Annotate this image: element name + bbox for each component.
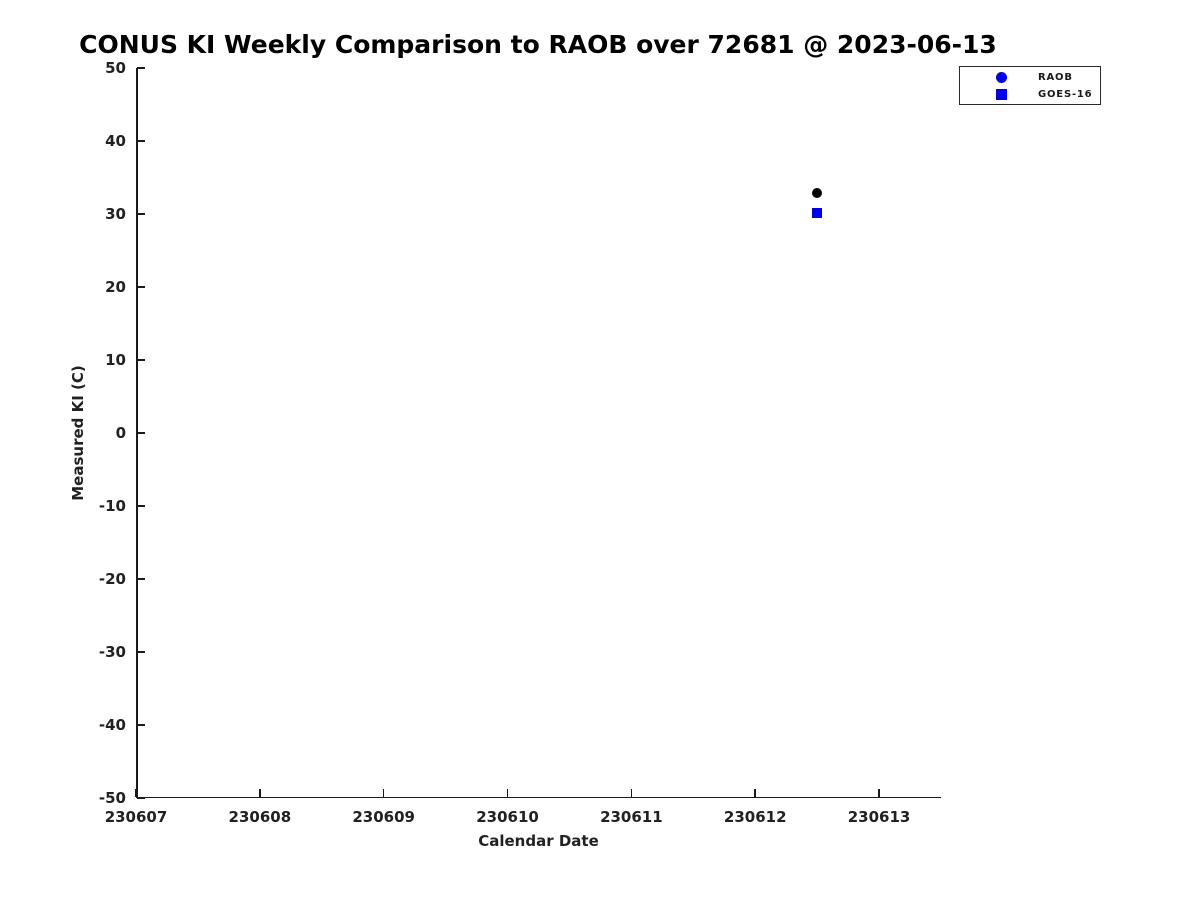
y-tick-mark	[137, 724, 145, 726]
y-tick-label: 20	[105, 278, 126, 296]
y-tick-label: -50	[98, 789, 126, 807]
x-tick-mark	[382, 789, 385, 797]
chart-title: CONUS KI Weekly Comparison to RAOB over …	[79, 30, 997, 59]
legend-label-goes16: GOES-16	[1038, 88, 1093, 100]
raob-data-point	[812, 187, 823, 198]
x-tick-label: 230611	[600, 808, 663, 826]
x-tick-mark	[135, 789, 137, 797]
legend-row-goes16: GOES-16	[960, 86, 1100, 103]
x-tick-label: 230613	[847, 808, 911, 826]
y-tick-mark	[137, 797, 145, 799]
y-tick-label: -40	[98, 716, 126, 734]
raob-circle-icon	[996, 71, 1007, 83]
y-tick-label: -30	[98, 643, 126, 661]
y-tick-mark	[137, 140, 145, 142]
x-tick-label: 230607	[104, 808, 168, 826]
y-tick-mark	[137, 432, 145, 434]
x-tick-label: 230609	[352, 808, 415, 826]
y-tick-label: 50	[105, 59, 126, 77]
y-tick-label: 30	[105, 205, 126, 223]
y-tick-label: 10	[105, 351, 126, 369]
y-tick-mark	[137, 286, 145, 288]
y-tick-mark	[137, 578, 145, 580]
y-tick-mark	[137, 67, 145, 69]
goes-16-data-point	[812, 208, 823, 219]
legend-label-raob: RAOB	[1038, 71, 1073, 83]
x-tick-mark	[878, 789, 880, 797]
x-axis-label: Calendar Date	[478, 832, 599, 850]
y-tick-mark	[137, 651, 145, 653]
x-tick-label: 230612	[723, 808, 787, 826]
y-tick-label: 0	[115, 424, 126, 442]
x-axis-line	[136, 796, 941, 798]
x-tick-label: 230608	[228, 808, 292, 826]
x-tick-mark	[259, 789, 261, 797]
legend: RAOB GOES-16	[959, 66, 1101, 105]
x-tick-mark	[506, 789, 509, 797]
plot-area: 50 40 30 20 10 0 -10 -20 -30 -40 -50 230607 230608 2…	[99, 59, 941, 826]
x-tick-label: 230610	[476, 808, 539, 826]
y-tick-mark	[137, 505, 145, 507]
x-tick-mark	[754, 789, 756, 797]
goes16-square-icon	[996, 88, 1007, 100]
x-tick-mark	[630, 789, 633, 797]
y-tick-mark	[137, 359, 145, 361]
legend-row-raob: RAOB	[960, 69, 1100, 86]
y-tick-label: 40	[105, 132, 126, 150]
y-tick-mark	[137, 213, 145, 215]
y-axis-line	[136, 68, 138, 798]
y-tick-label: -20	[98, 570, 126, 588]
y-tick-label: -10	[98, 497, 126, 515]
